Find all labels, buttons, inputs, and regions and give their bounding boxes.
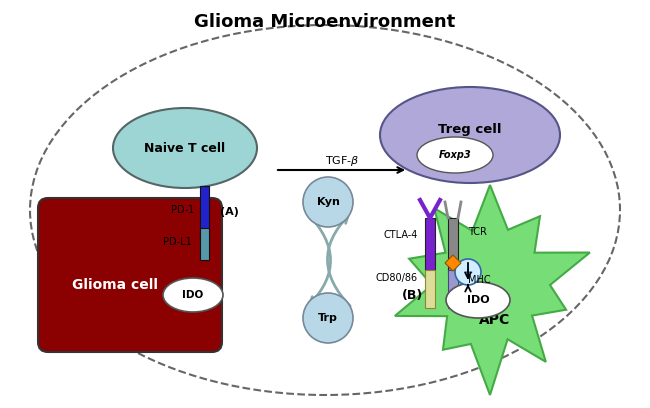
FancyArrowPatch shape [328,216,350,306]
Text: Naive T cell: Naive T cell [144,142,226,155]
Bar [425,270,435,308]
Ellipse shape [380,87,560,183]
Text: IDO: IDO [467,295,489,305]
Text: Glioma Microenvironment: Glioma Microenvironment [194,13,456,31]
Polygon shape [445,255,461,271]
Text: (A): (A) [220,207,239,217]
FancyArrowPatch shape [308,214,331,304]
Ellipse shape [113,108,257,188]
Text: CD80/86: CD80/86 [376,273,418,283]
FancyBboxPatch shape [38,198,222,352]
Text: +: + [463,266,473,279]
Ellipse shape [446,282,510,318]
Polygon shape [395,185,590,395]
Bar [448,218,458,273]
Circle shape [455,259,481,285]
Text: Foxp3: Foxp3 [439,150,471,160]
Bar [448,270,458,308]
Text: Trp: Trp [318,313,338,323]
Text: APC: APC [480,313,511,327]
Bar [200,186,209,241]
Circle shape [303,293,353,343]
Text: MHC: MHC [468,275,491,285]
Text: PD-1: PD-1 [171,205,194,215]
Ellipse shape [30,25,620,395]
Text: Treg cell: Treg cell [438,124,502,137]
Text: TGF-$\beta$: TGF-$\beta$ [325,154,359,168]
Bar [425,218,435,270]
Bar [200,228,209,260]
Text: TCR: TCR [468,227,487,237]
Ellipse shape [417,137,493,173]
Circle shape [303,177,353,227]
Ellipse shape [163,278,223,312]
Text: Kyn: Kyn [317,197,339,207]
Text: (B): (B) [402,290,423,302]
Text: PD-L1: PD-L1 [163,237,192,247]
Text: Glioma cell: Glioma cell [72,278,158,292]
Text: CTLA-4: CTLA-4 [384,230,418,240]
Text: IDO: IDO [183,290,203,300]
